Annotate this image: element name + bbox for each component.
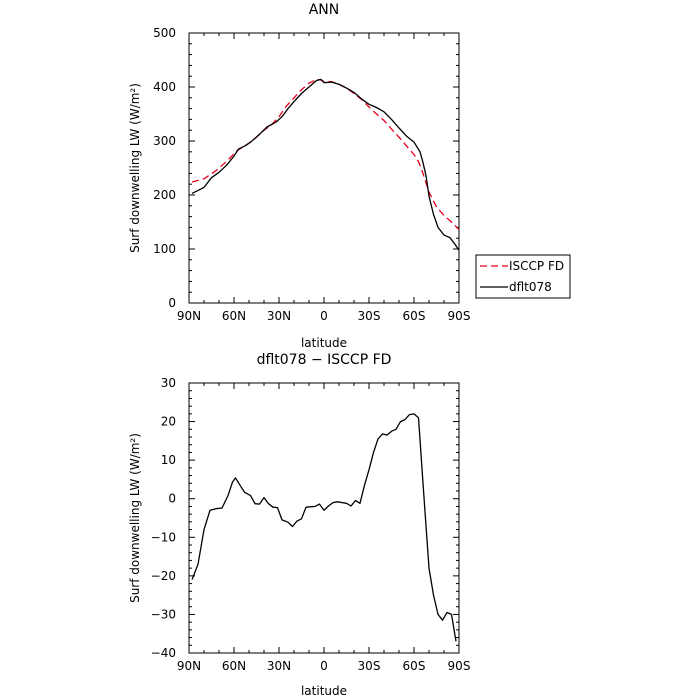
x-tick-label: 30N	[267, 309, 291, 323]
y-tick-label: 30	[161, 376, 176, 390]
y-tick-label: 200	[153, 188, 176, 202]
y-tick-label: 100	[153, 242, 176, 256]
y-tick-label: 0	[168, 492, 176, 506]
x-axis-ticks: 90N 60N 30N 0 30S 60S 90S	[177, 383, 471, 673]
y-tick-label: −30	[151, 607, 176, 621]
legend-label-isccp: ISCCP FD	[509, 259, 564, 273]
y-tick-label: −40	[151, 646, 176, 660]
series-line-dflt078	[191, 78, 460, 251]
panel-title: dflt078 − ISCCP FD	[257, 352, 392, 368]
panel-title: ANN	[309, 2, 340, 18]
y-axis-ticks: 0 100 200 300 400 500	[153, 26, 459, 310]
x-tick-label: 60S	[403, 659, 426, 673]
series-layer	[191, 78, 460, 251]
y-tick-label: −20	[151, 569, 176, 583]
y-axis-ticks: −40 −30 −20 −10 0 10 20 30	[151, 376, 459, 660]
x-tick-label: 60N	[222, 309, 246, 323]
series-line-difference	[191, 413, 457, 642]
y-axis-title: Surf downwelling LW (W/m²)	[128, 433, 142, 603]
y-tick-label: 400	[153, 80, 176, 94]
x-tick-label: 30S	[358, 309, 381, 323]
x-tick-label: 30S	[358, 659, 381, 673]
y-tick-label: 20	[161, 415, 176, 429]
x-tick-label: 90S	[448, 659, 471, 673]
y-tick-label: 300	[153, 134, 176, 148]
series-line-isccp-fd	[191, 78, 460, 231]
y-axis-title: Surf downwelling LW (W/m²)	[128, 83, 142, 253]
x-tick-label: 60S	[403, 309, 426, 323]
legend-label-model: dflt078	[509, 280, 552, 294]
y-tick-label: 500	[153, 26, 176, 40]
panel-annual-mean: ANN 90N 60N 30N 0 30S 60S 90S 0 100 200 300 400 500…	[128, 2, 571, 350]
legend-box	[475, 254, 571, 299]
y-tick-label: −10	[151, 530, 176, 544]
x-tick-label: 90S	[448, 309, 471, 323]
panel-difference: dflt078 − ISCCP FD 90N 60N 30N 0 30S 60S 90S −…	[128, 352, 470, 698]
x-tick-label: 30N	[267, 659, 291, 673]
legend: ISCCP FD dflt078	[475, 254, 571, 299]
x-tick-label: 60N	[222, 659, 246, 673]
y-tick-label: 10	[161, 453, 176, 467]
x-tick-label: 90N	[177, 659, 201, 673]
x-axis-ticks: 90N 60N 30N 0 30S 60S 90S	[177, 33, 471, 323]
x-tick-label: 0	[320, 659, 328, 673]
x-tick-label: 0	[320, 309, 328, 323]
x-axis-title: latitude	[301, 684, 347, 698]
y-tick-label: 0	[168, 296, 176, 310]
x-tick-label: 90N	[177, 309, 201, 323]
x-axis-title: latitude	[301, 336, 347, 350]
series-layer	[191, 413, 457, 642]
plot-frame	[188, 32, 460, 304]
